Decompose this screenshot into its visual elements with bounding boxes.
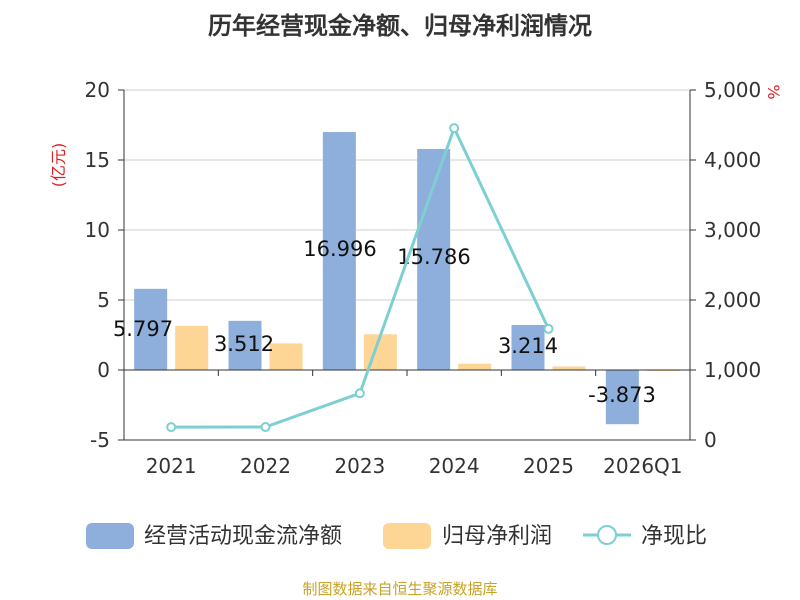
chart-title: 历年经营现金净额、归母净利润情况	[208, 12, 592, 40]
y-left-tick-label: 5	[97, 288, 110, 312]
legend-label-cash-flow: 经营活动现金流净额	[144, 524, 342, 549]
bar-cash-flow	[228, 320, 262, 370]
y-left-tick-label: 20	[85, 78, 110, 102]
bar-cash-flow	[134, 288, 168, 370]
source-note: 制图数据来自恒生聚源数据库	[302, 580, 498, 598]
y-right-tick-label: 0	[704, 428, 717, 452]
data-label-cash-flow: 5.797	[113, 317, 173, 341]
bar-cash-flow	[605, 370, 639, 425]
x-tick-label: 2024	[429, 454, 480, 478]
point-net-cash-ratio	[260, 422, 271, 433]
x-tick-label: 2025	[523, 454, 574, 478]
x-tick-label: 2026Q1	[603, 454, 682, 478]
data-label-cash-flow: 3.512	[214, 332, 274, 356]
y-left-tick-label: 10	[85, 218, 110, 242]
y-right-unit-label: %	[764, 84, 783, 99]
y-right-tick-label: 1,000	[704, 358, 761, 382]
y-right-tick-label: 5,000	[704, 78, 761, 102]
data-label-cash-flow: -3.873	[588, 383, 656, 407]
point-net-cash-ratio	[354, 388, 365, 399]
y-right-tick-label: 4,000	[704, 148, 761, 172]
point-net-cash-ratio	[166, 422, 177, 433]
legend-swatch-net-profit	[383, 523, 431, 549]
point-net-cash-ratio	[449, 123, 460, 134]
bar-net-profit	[458, 363, 492, 370]
y-right-tick-label: 2,000	[704, 288, 761, 312]
legend-label-net-cash-ratio: 净现比	[641, 524, 707, 549]
point-net-cash-ratio	[543, 323, 554, 334]
y-left-tick-label: -5	[90, 428, 110, 452]
x-tick-label: 2021	[146, 454, 197, 478]
x-tick-label: 2023	[334, 454, 385, 478]
y-left-tick-label: 0	[97, 358, 110, 382]
bar-net-profit	[552, 366, 586, 370]
legend-swatch-cash-flow	[86, 523, 134, 549]
bar-cash-flow	[511, 325, 545, 370]
y-left-unit-label: (亿元)	[49, 143, 68, 188]
y-left-tick-label: 15	[85, 148, 110, 172]
line-net-cash-ratio	[171, 124, 550, 429]
bar-net-profit	[175, 325, 209, 370]
bar-cash-flow	[322, 132, 356, 370]
x-tick-label: 2022	[240, 454, 291, 478]
bar-net-profit	[269, 343, 303, 370]
legend-label-net-profit: 归母净利润	[442, 524, 552, 549]
data-label-cash-flow: 16.996	[303, 237, 376, 261]
legend-marker-net-cash-ratio	[597, 525, 617, 545]
data-label-cash-flow: 3.214	[498, 334, 558, 358]
y-right-tick-label: 3,000	[704, 218, 761, 242]
